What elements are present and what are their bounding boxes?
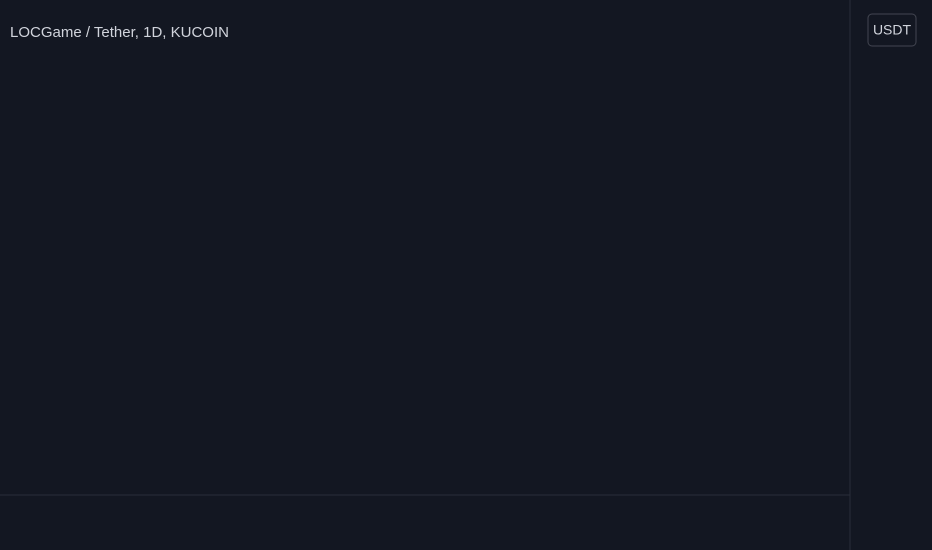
chart-title: LOCGame / Tether, 1D, KUCOIN xyxy=(10,24,229,41)
currency-button-label[interactable]: USDT xyxy=(873,22,912,38)
currency-button[interactable]: USDT xyxy=(867,13,917,47)
currency-button-box[interactable] xyxy=(867,13,917,47)
